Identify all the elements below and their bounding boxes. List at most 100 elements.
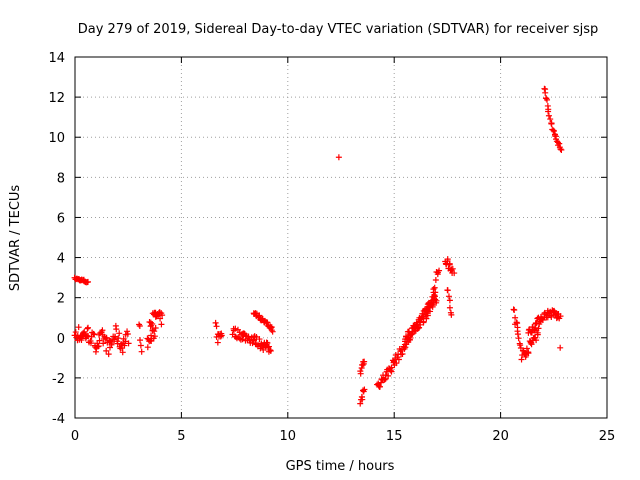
data-point [361,358,368,365]
data-point [75,324,82,331]
data-point [431,292,438,299]
data-point [544,96,551,103]
data-point [214,339,221,346]
data-point [357,400,364,407]
y-tick-label: -4 [52,412,65,427]
data-point [122,338,129,345]
y-tick-label: 6 [57,211,65,226]
data-point [448,311,455,318]
data-point [256,312,263,319]
data-point [213,323,220,330]
x-tick-label: 0 [71,429,79,444]
chart-title: Day 279 of 2019, Sidereal Day-to-day VTE… [78,22,599,37]
data-point [245,333,252,340]
data-point [556,140,563,147]
data-point [112,333,119,340]
data-point [124,330,131,337]
data-point [269,328,276,335]
data-point [138,348,145,355]
data-point [124,328,131,335]
data-point [84,278,91,285]
data-point [151,333,158,340]
data-point [360,387,367,394]
data-point [539,317,546,324]
data-point [144,344,151,351]
data-point [159,312,166,319]
data-point [408,331,415,338]
x-tick-label: 10 [280,429,297,444]
grid-lines [75,57,607,418]
y-tick-label: 4 [57,252,65,267]
data-point [395,356,402,363]
data-point [512,314,519,321]
data-point [557,313,564,320]
x-tick-label: 25 [599,429,616,444]
data-point [236,335,243,342]
x-tick-label: 5 [177,429,185,444]
data-point [558,146,565,153]
data-point [119,349,126,356]
data-point [72,329,79,336]
data-point [137,337,144,344]
data-point [385,372,392,379]
data-point [523,345,530,352]
data-point [267,347,274,354]
y-tick-label: 2 [57,292,65,307]
data-point [420,313,427,320]
y-tick-label: 8 [57,171,65,186]
y-tick-label: 12 [48,91,65,106]
data-point [515,335,522,342]
data-point [242,332,249,339]
y-axis-label: SDTVAR / TECUs [8,185,23,292]
data-point [157,315,164,322]
data-point [510,306,517,313]
data-point [136,321,143,328]
data-point [531,326,538,333]
data-point [550,128,557,135]
data-point [446,261,453,268]
data-point [102,335,109,342]
data-point [414,321,421,328]
data-point [432,289,439,296]
x-tick-label: 20 [492,429,509,444]
data-point [449,265,456,272]
data-point [121,342,128,349]
y-tick-label: 10 [48,131,65,146]
data-point [125,340,132,347]
data-point [94,343,101,350]
x-axis-label: GPS time / hours [286,459,395,474]
data-point [149,320,156,327]
data-point [265,343,272,350]
data-point [436,267,443,274]
data-point [545,112,552,119]
data-point [85,333,92,340]
data-point [100,340,107,347]
data-point [264,319,271,326]
data-point [446,297,453,304]
y-tick-label: 14 [48,51,65,66]
data-point [136,322,143,329]
data-point [250,336,257,343]
data-point [533,337,540,344]
data-point [158,321,165,328]
data-point [96,337,103,344]
data-point [417,316,424,323]
data-point [517,342,524,349]
data-point [547,116,554,123]
data-point [152,324,159,331]
data-point [95,343,102,350]
data-point [78,337,85,344]
data-point [137,342,144,349]
data-point [511,307,518,314]
data-point [534,329,541,336]
data-point [528,341,535,348]
data-point [151,328,158,335]
data-point [357,370,364,377]
data-points [71,85,565,407]
data-point [232,325,239,332]
data-point [212,319,219,326]
data-point [393,360,400,367]
data-point [113,326,120,333]
data-point [545,106,552,113]
y-tick-label: 0 [57,332,65,347]
